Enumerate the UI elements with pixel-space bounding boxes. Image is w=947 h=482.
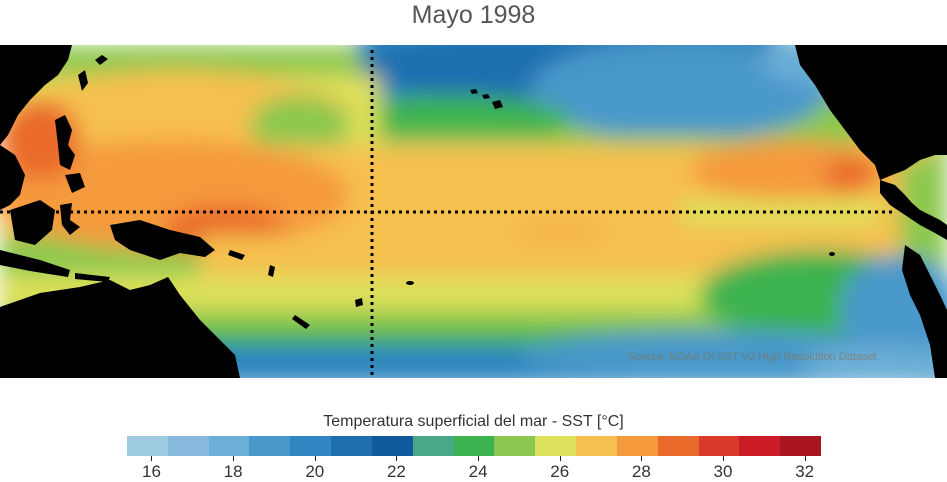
colorbar-swatch: [739, 436, 781, 456]
colorbar-tick-label: 30: [713, 462, 733, 481]
colorbar-tick-label: 28: [631, 462, 651, 481]
colorbar-swatch: [331, 436, 372, 456]
land-solomon: [228, 250, 245, 260]
colorbar-swatch: [290, 436, 332, 456]
colorbar-tick-mark: [478, 456, 480, 461]
reference-lines: [0, 50, 895, 378]
colorbar-tick-label: 18: [223, 462, 243, 481]
colorbar-tick-label: 16: [142, 462, 161, 481]
land-galapagos: [829, 252, 835, 256]
colorbar-tick-mark: [559, 456, 561, 461]
colorbar-tick-label: 20: [305, 462, 325, 481]
land-mindanao: [65, 173, 85, 193]
colorbar-title: Temperatura superficial del mar - SST [°…: [323, 413, 624, 430]
chart-title: Mayo 1998: [411, 1, 536, 29]
land-fiji: [355, 298, 363, 307]
land-java: [0, 250, 70, 277]
colorbar-swatch: [616, 436, 658, 456]
colorbar-swatch: [412, 436, 454, 456]
land-australia: [0, 277, 240, 378]
land-indochina: [0, 145, 25, 210]
colorbar-swatch: [780, 436, 822, 456]
land-hawaii: [470, 89, 503, 109]
colorbar-swatch: [127, 436, 168, 456]
colorbar-tick-mark: [314, 456, 316, 461]
colorbar-swatch: [167, 436, 209, 456]
land-south-america: [902, 245, 947, 378]
colorbar-swatch: [208, 436, 250, 456]
land-ryukyu: [95, 55, 108, 65]
colorbar-tick-mark: [804, 456, 806, 461]
colorbar-tick-mark: [641, 456, 643, 461]
land-new-guinea: [110, 220, 215, 260]
land-new-caledonia: [292, 315, 310, 329]
land-philippines: [55, 115, 75, 170]
colorbar-ticks: 16 18 20 22 24 26 28 30 32: [127, 456, 821, 481]
colorbar-swatch: [371, 436, 413, 456]
land-lesser-sunda: [75, 273, 110, 282]
colorbar-swatch: [494, 436, 536, 456]
colorbar-swatch: [698, 436, 740, 456]
land-central-america: [880, 180, 947, 240]
land-tahiti: [406, 281, 414, 285]
colorbar-tick-mark: [396, 456, 398, 461]
colorbar-swatch: [576, 436, 617, 456]
sst-map: [0, 45, 947, 378]
colorbar-tick-mark: [151, 456, 153, 461]
land-asia: [0, 45, 72, 145]
colorbar-swatch: [453, 436, 495, 456]
colorbar-tick-label: 26: [550, 462, 570, 481]
colorbar-tick-label: 22: [386, 462, 406, 481]
colorbar-swatch: [535, 436, 577, 456]
land-masses: [0, 45, 947, 378]
colorbar-swatch: [249, 436, 291, 456]
colorbar: [127, 436, 822, 456]
colorbar-swatch: [657, 436, 699, 456]
land-vanuatu: [268, 265, 275, 277]
land-cuba: [928, 100, 947, 111]
colorbar-tick-mark: [233, 456, 235, 461]
colorbar-tick-label: 32: [795, 462, 815, 481]
land-taiwan: [78, 70, 88, 91]
land-mexico: [795, 45, 947, 180]
data-source-label: Source: NOAA OI SST V2 High Resolution D…: [628, 351, 877, 363]
colorbar-tick-mark: [723, 456, 725, 461]
colorbar-tick-label: 24: [468, 462, 488, 481]
